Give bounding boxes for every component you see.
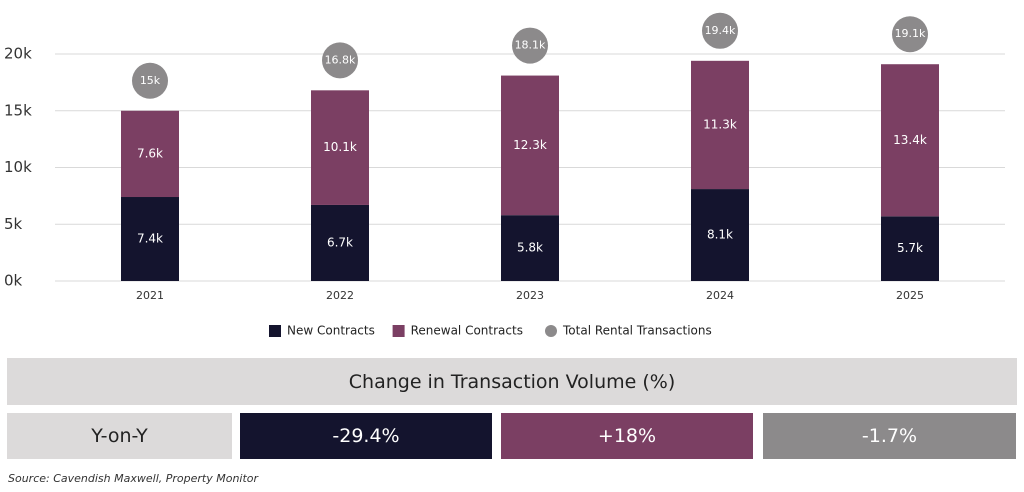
value-label: 8.1k — [707, 228, 733, 242]
row-label: Y-on-Y — [7, 413, 232, 459]
total-marker — [322, 42, 358, 79]
total-label: 18.1k — [515, 39, 546, 52]
y-tick-label: 20k — [4, 45, 32, 63]
x-tick-label: 2021 — [136, 289, 164, 302]
total-marker — [132, 62, 168, 99]
bar-segment — [881, 64, 939, 217]
legend-marker — [269, 325, 281, 337]
legend-marker — [392, 325, 405, 337]
value-label: 6.7k — [327, 235, 353, 249]
total-label: 16.8k — [325, 53, 356, 66]
bar-segment — [311, 204, 369, 281]
bar-segment — [501, 75, 559, 216]
total-label: 19.4k — [705, 24, 736, 37]
x-tick-label: 2024 — [706, 289, 734, 302]
bar-segment — [501, 215, 559, 281]
chart: 0k 5k 10k 15k 20k 2021 7.4k 7.6k 15k 2022 6.7k 10.1… — [4, 12, 1005, 338]
value-label: 5.8k — [517, 241, 543, 255]
y-tick-label: 0k — [4, 272, 23, 290]
table-title: Change in Transaction Volume (%) — [7, 358, 1017, 405]
legend-label: Renewal Contracts — [411, 324, 523, 338]
x-tick-label: 2023 — [516, 289, 544, 302]
bar-segment — [691, 60, 749, 190]
table-cell: -1.7% — [763, 413, 1016, 459]
value-label: 10.1k — [323, 140, 357, 154]
y-tick-label: 15k — [4, 101, 32, 119]
bar-segment — [121, 197, 179, 281]
bar-segment — [121, 110, 179, 198]
bar-segment — [691, 189, 749, 281]
total-marker — [892, 16, 928, 53]
bar-segment — [881, 216, 939, 281]
x-tick-label: 2025 — [896, 289, 924, 302]
y-tick-label: 10k — [4, 158, 32, 176]
legend-label: New Contracts — [287, 324, 375, 338]
total-marker — [702, 12, 738, 49]
legend-label: Total Rental Transactions — [562, 324, 712, 338]
legend-marker — [545, 325, 557, 337]
total-marker — [512, 27, 548, 64]
value-label: 7.6k — [137, 146, 163, 160]
total-label: 19.1k — [895, 27, 926, 40]
value-label: 5.7k — [897, 241, 923, 255]
table-cell: +18% — [501, 413, 753, 459]
bar-segment — [311, 90, 369, 205]
y-tick-label: 5k — [4, 215, 23, 233]
x-tick-label: 2022 — [326, 289, 354, 302]
value-label: 7.4k — [137, 232, 163, 246]
table-cell: -29.4% — [240, 413, 492, 459]
value-label: 12.3k — [513, 138, 547, 152]
total-label: 15k — [140, 74, 161, 87]
value-label: 11.3k — [703, 117, 737, 131]
value-label: 13.4k — [893, 133, 927, 147]
source: Source: Cavendish Maxwell, Property Moni… — [8, 472, 259, 485]
